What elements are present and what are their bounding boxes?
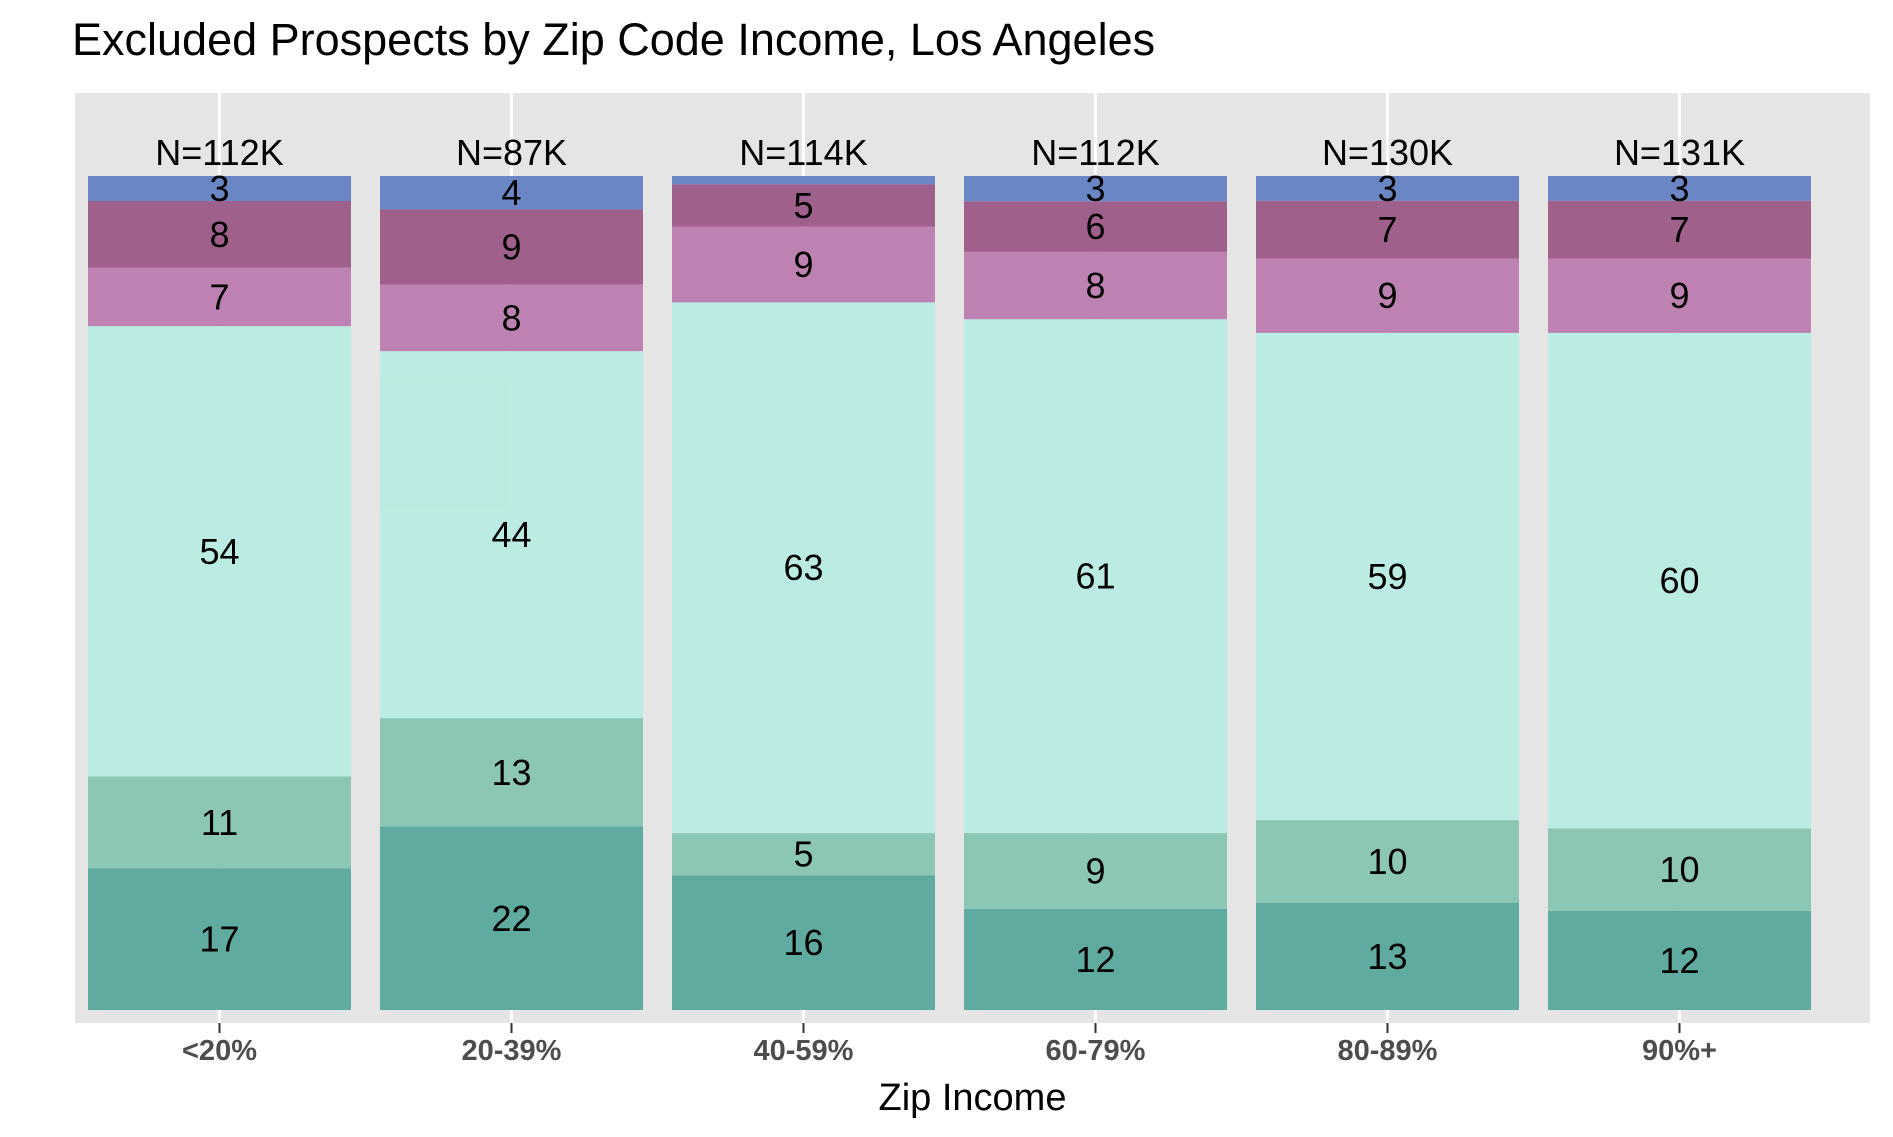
- total-label-5: N=131K: [1614, 132, 1745, 173]
- bar-segment-0-2: [88, 326, 351, 777]
- bar-segment-2-0: [672, 875, 935, 1010]
- bar-segment-4-0: [1256, 902, 1519, 1010]
- bar-segment-0-1: [88, 776, 351, 869]
- bar-segment-1-0: [380, 826, 643, 1010]
- segment-label-1-5: 4: [501, 172, 521, 213]
- bar-segment-4-3: [1256, 258, 1519, 333]
- bar-segment-0-5: [88, 176, 351, 202]
- total-label-2: N=114K: [739, 132, 867, 173]
- bar-segment-5-1: [1548, 828, 1811, 911]
- total-label-4: N=130K: [1322, 132, 1453, 173]
- total-label-3: N=112K: [1031, 132, 1159, 173]
- bar-segment-3-2: [964, 319, 1227, 834]
- segment-label-3-0: 12: [1075, 939, 1115, 980]
- bar-segment-5-5: [1548, 176, 1811, 201]
- bar-segment-2-2: [672, 302, 935, 834]
- bar-segment-2-5: [672, 176, 935, 185]
- bar-segment-5-4: [1548, 200, 1811, 259]
- bar-segment-0-3: [88, 267, 351, 327]
- segment-label-4-2: 59: [1367, 556, 1407, 597]
- bar-segment-2-3: [672, 226, 935, 303]
- bar-segment-1-2: [380, 351, 643, 719]
- bars: [88, 176, 1811, 1010]
- x-axis-title: Zip Income: [879, 1077, 1067, 1119]
- segment-label-2-2: 63: [783, 547, 823, 588]
- segment-label-0-3: 7: [209, 276, 229, 317]
- segment-label-3-1: 9: [1085, 851, 1105, 892]
- segment-label-0-1: 11: [201, 802, 238, 843]
- x-tick-label-1: 20-39%: [462, 1035, 562, 1067]
- segment-label-3-3: 8: [1085, 265, 1105, 306]
- bar-segment-2-4: [672, 184, 935, 227]
- chart-title: Excluded Prospects by Zip Code Income, L…: [72, 14, 1156, 65]
- segment-label-3-2: 61: [1075, 556, 1115, 597]
- segment-label-5-3: 9: [1669, 275, 1689, 316]
- bar-segment-3-4: [964, 201, 1227, 252]
- bar-segment-1-1: [380, 718, 643, 827]
- total-label-0: N=112K: [155, 132, 283, 173]
- segment-label-0-2: 54: [199, 531, 239, 572]
- segment-label-5-0: 12: [1659, 940, 1699, 981]
- segment-label-4-3: 9: [1377, 275, 1397, 316]
- segment-label-0-4: 8: [209, 214, 229, 255]
- segment-labels: 1711547832213448941656395129618631310599…: [199, 168, 1699, 981]
- bar-segment-5-0: [1548, 910, 1811, 1010]
- bar-segment-4-2: [1256, 332, 1519, 821]
- total-labels: N=112K N=87K N=114K N=112K N=130K N=131K: [155, 132, 1745, 173]
- segment-label-2-4: 5: [793, 185, 813, 226]
- segment-label-5-1: 10: [1659, 849, 1699, 890]
- segment-label-3-4: 6: [1085, 206, 1105, 247]
- segment-label-1-3: 8: [501, 297, 521, 338]
- bar-segment-0-4: [88, 201, 351, 268]
- x-axis: <20% 20-39% 40-59% 60-79% 80-89% 90%+: [182, 1023, 1717, 1067]
- segment-label-5-5: 3: [1669, 168, 1689, 209]
- x-tick-label-5: 90%+: [1642, 1035, 1717, 1067]
- segment-label-4-0: 13: [1367, 936, 1407, 977]
- segment-label-2-1: 5: [793, 834, 813, 875]
- bar-segment-3-0: [964, 908, 1227, 1010]
- bar-segment-5-3: [1548, 258, 1811, 333]
- x-tick-label-3: 60-79%: [1046, 1035, 1146, 1067]
- segment-label-5-4: 7: [1669, 209, 1689, 250]
- bar-segment-3-5: [964, 176, 1227, 202]
- segment-label-3-5: 3: [1085, 168, 1105, 209]
- segment-label-2-3: 9: [793, 244, 813, 285]
- bar-segment-0-0: [88, 868, 351, 1010]
- segment-label-1-0: 22: [491, 898, 531, 939]
- x-tick-label-0: <20%: [182, 1035, 257, 1067]
- x-tick-label-2: 40-59%: [754, 1035, 854, 1067]
- segment-label-4-1: 10: [1367, 841, 1407, 882]
- bar-segment-5-2: [1548, 332, 1811, 829]
- bar-segment-1-4: [380, 209, 643, 285]
- x-tick-label-4: 80-89%: [1338, 1035, 1438, 1067]
- segment-label-1-1: 13: [491, 752, 531, 793]
- segment-label-4-5: 3: [1377, 168, 1397, 209]
- segment-label-0-5: 3: [209, 168, 229, 209]
- bar-segment-4-4: [1256, 200, 1519, 259]
- bar-segment-1-3: [380, 284, 643, 352]
- segment-label-4-4: 7: [1377, 209, 1397, 250]
- segment-label-1-2: 44: [491, 514, 531, 555]
- bar-segment-4-5: [1256, 176, 1519, 201]
- bar-segment-3-1: [964, 833, 1227, 909]
- segment-label-2-0: 16: [783, 922, 823, 963]
- bar-segment-3-3: [964, 251, 1227, 320]
- segment-label-0-0: 17: [199, 919, 239, 960]
- bar-segment-2-1: [672, 833, 935, 876]
- total-label-1: N=87K: [456, 132, 567, 173]
- segment-label-5-2: 60: [1659, 560, 1699, 601]
- segment-label-1-4: 9: [501, 226, 521, 267]
- bar-segment-1-5: [380, 176, 643, 210]
- bar-segment-4-1: [1256, 820, 1519, 903]
